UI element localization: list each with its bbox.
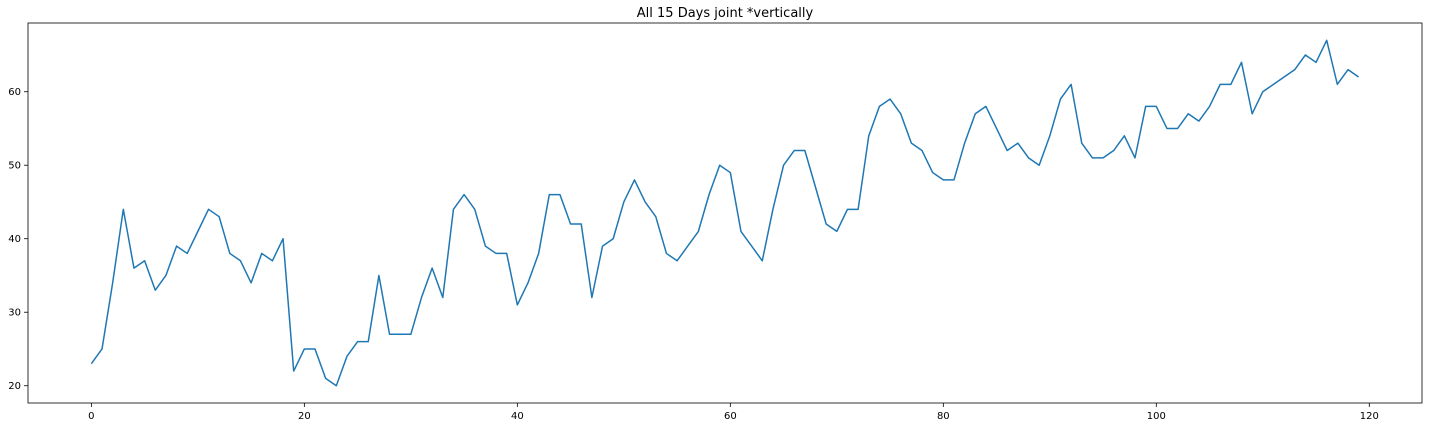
y-tick-label: 20 <box>8 381 21 392</box>
x-tick-label: 100 <box>1147 411 1166 422</box>
x-tick-label: 0 <box>88 411 94 422</box>
axes-frame <box>27 22 1423 404</box>
series-line <box>90 39 1360 387</box>
x-axis: 0 20 40 60 80 100 120 <box>88 403 1379 422</box>
x-tick-label: 20 <box>298 411 311 422</box>
y-tick-label: 60 <box>8 87 21 98</box>
x-tick-label: 120 <box>1360 411 1379 422</box>
x-tick-label: 80 <box>937 411 950 422</box>
y-tick-label: 40 <box>8 234 21 245</box>
y-axis: 20 30 40 50 60 <box>8 87 28 392</box>
y-tick-label: 50 <box>8 161 21 172</box>
x-tick-label: 60 <box>724 411 737 422</box>
plot-area <box>27 22 1423 404</box>
chart-title: All 15 Days joint *vertically <box>637 6 814 21</box>
y-tick-label: 30 <box>8 308 21 319</box>
x-tick-label: 40 <box>511 411 524 422</box>
